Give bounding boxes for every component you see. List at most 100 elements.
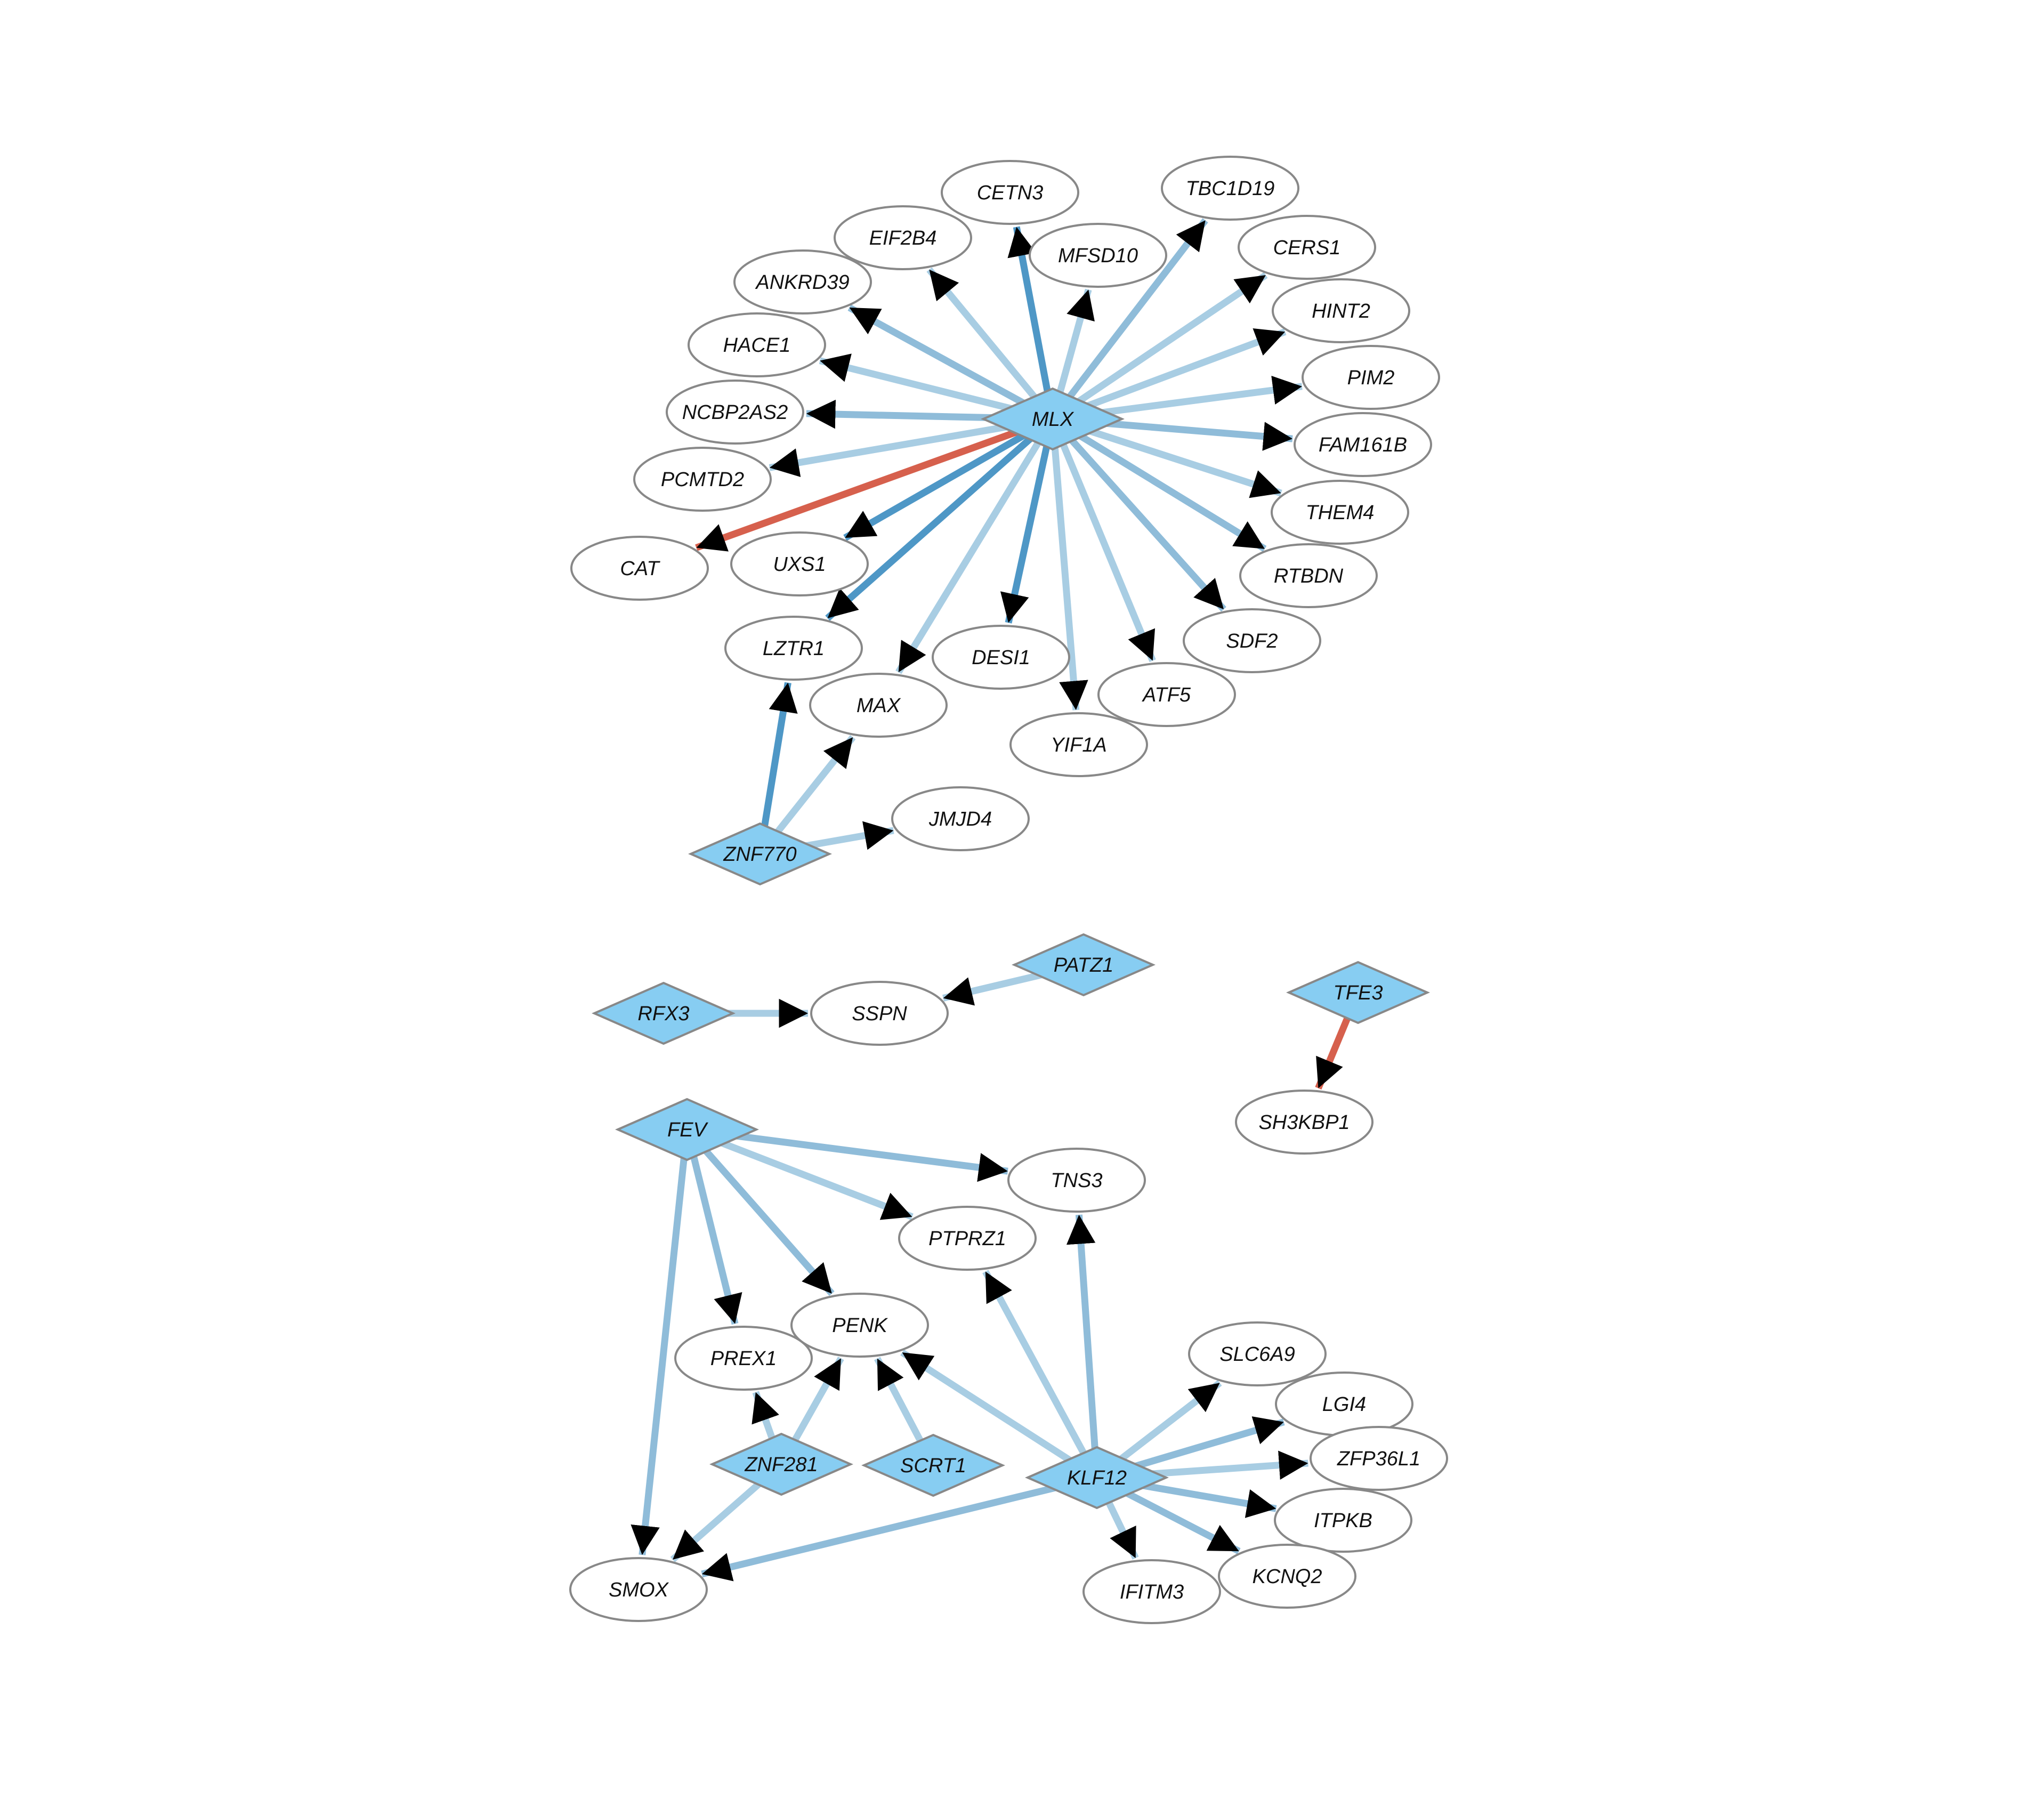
edge-mlx-to-fam161b <box>1084 418 1293 451</box>
target-node-sspn[interactable]: SSPN <box>810 981 949 1046</box>
target-node-slc6a9[interactable]: SLC6A9 <box>1188 1321 1327 1386</box>
target-ellipse-rtbdn <box>1239 543 1378 608</box>
node-label-rtbdn: RTBDN <box>1274 565 1344 587</box>
node-label-mfsd10: MFSD10 <box>1058 245 1138 267</box>
target-ellipse-zfp36l1 <box>1310 1426 1448 1491</box>
edge-klf12-to-lgi4 <box>1118 1416 1285 1474</box>
target-node-itpkb[interactable]: ITPKB <box>1274 1488 1412 1553</box>
node-layer: CETN3 TBC1D19 EIF2B4 MFSD10 CERS1 ANKRD39 HINT… <box>569 156 1448 1624</box>
tf-node-rfx3[interactable]: RFX3 <box>592 981 736 1045</box>
target-ellipse-atf5 <box>1097 662 1236 727</box>
tf-node-scrt1[interactable]: SCRT1 <box>861 1433 1005 1497</box>
target-node-ankrd39[interactable]: ANKRD39 <box>733 249 872 314</box>
target-node-kcnq2[interactable]: KCNQ2 <box>1218 1544 1356 1609</box>
node-label-ankrd39: ANKRD39 <box>755 271 849 294</box>
target-node-lztr1[interactable]: LZTR1 <box>724 616 863 681</box>
target-node-desi1[interactable]: DESI1 <box>932 625 1070 690</box>
target-node-sdf2[interactable]: SDF2 <box>1183 608 1321 673</box>
node-label-sspn: SSPN <box>852 1003 907 1025</box>
target-ellipse-itpkb <box>1274 1488 1412 1553</box>
target-node-eif2b4[interactable]: EIF2B4 <box>834 205 972 270</box>
edge-klf12-to-smox <box>701 1480 1073 1582</box>
target-node-jmjd4[interactable]: JMJD4 <box>891 786 1030 851</box>
target-ellipse-jmjd4 <box>891 786 1030 851</box>
node-label-smox: SMOX <box>609 1579 669 1601</box>
target-node-lgi4[interactable]: LGI4 <box>1275 1372 1413 1437</box>
target-node-prex1[interactable]: PREX1 <box>674 1326 813 1391</box>
edge-mlx-to-uxs1 <box>843 425 1038 541</box>
target-node-mfsd10[interactable]: MFSD10 <box>1029 223 1167 288</box>
edge-fev-to-smox <box>631 1145 689 1555</box>
target-node-ptprz1[interactable]: PTPRZ1 <box>898 1206 1037 1271</box>
target-node-ifitm3[interactable]: IFITM3 <box>1082 1559 1221 1624</box>
target-node-tbc1d19[interactable]: TBC1D19 <box>1161 156 1299 221</box>
target-node-penk[interactable]: PENK <box>790 1293 929 1358</box>
node-label-zfp36l1: ZFP36L1 <box>1337 1448 1420 1470</box>
edge-mlx-to-atf5 <box>1055 432 1156 662</box>
node-label-slc6a9: SLC6A9 <box>1219 1343 1295 1366</box>
target-node-fam161b[interactable]: FAM161B <box>1294 412 1432 477</box>
tf-node-tfe3[interactable]: TFE3 <box>1286 961 1430 1025</box>
target-node-ncbp2as2[interactable]: NCBP2AS2 <box>666 380 804 445</box>
target-node-cers1[interactable]: CERS1 <box>1238 215 1376 280</box>
target-ellipse-kcnq2 <box>1218 1544 1356 1609</box>
edge-mlx-to-hace1 <box>819 353 1030 416</box>
tf-node-mlx[interactable]: MLX <box>981 387 1125 451</box>
target-node-max[interactable]: MAX <box>809 673 948 738</box>
target-node-rtbdn[interactable]: RTBDN <box>1239 543 1378 608</box>
target-ellipse-smox <box>569 1557 708 1622</box>
edge-mlx-to-pim2 <box>1081 375 1303 419</box>
target-ellipse-mfsd10 <box>1029 223 1167 288</box>
tf-diamond-znf281 <box>709 1432 853 1496</box>
target-node-tns3[interactable]: TNS3 <box>1007 1148 1146 1213</box>
target-ellipse-lztr1 <box>724 616 863 681</box>
node-label-desi1: DESI1 <box>972 647 1030 669</box>
node-label-pcmtd2: PCMTD2 <box>661 469 744 491</box>
node-label-max: MAX <box>857 695 901 717</box>
target-node-yif1a[interactable]: YIF1A <box>1009 712 1148 777</box>
target-ellipse-ankrd39 <box>733 249 872 314</box>
target-node-pcmtd2[interactable]: PCMTD2 <box>633 447 772 512</box>
target-ellipse-uxs1 <box>730 531 869 596</box>
target-node-cat[interactable]: CAT <box>570 536 709 601</box>
node-label-hint2: HINT2 <box>1312 300 1370 322</box>
edge-mlx-to-tbc1d19 <box>1059 218 1208 409</box>
target-ellipse-tns3 <box>1007 1148 1146 1213</box>
edge-layer <box>631 218 1355 1582</box>
node-label-tbc1d19: TBC1D19 <box>1186 178 1275 200</box>
tf-diamond-patz1 <box>1012 933 1156 997</box>
target-ellipse-prex1 <box>674 1326 813 1391</box>
node-label-itpkb: ITPKB <box>1314 1510 1372 1532</box>
node-label-prex1: PREX1 <box>710 1348 777 1370</box>
edge-mlx-to-sdf2 <box>1061 429 1226 612</box>
target-node-uxs1[interactable]: UXS1 <box>730 531 869 596</box>
node-label-lgi4: LGI4 <box>1322 1393 1366 1416</box>
target-ellipse-penk <box>790 1293 929 1358</box>
target-node-cetn3[interactable]: CETN3 <box>941 160 1079 225</box>
target-node-pim2[interactable]: PIM2 <box>1302 345 1440 410</box>
target-node-hace1[interactable]: HACE1 <box>688 312 826 377</box>
target-node-zfp36l1[interactable]: ZFP36L1 <box>1310 1426 1448 1491</box>
node-label-eif2b4: EIF2B4 <box>869 227 937 249</box>
target-node-hint2[interactable]: HINT2 <box>1272 278 1410 343</box>
edge-klf12-to-penk <box>900 1349 1084 1471</box>
target-node-smox[interactable]: SMOX <box>569 1557 708 1622</box>
node-label-them4: THEM4 <box>1306 502 1375 524</box>
tf-diamond-znf770 <box>688 822 832 886</box>
tf-node-znf281[interactable]: ZNF281 <box>709 1432 853 1496</box>
tf-node-klf12[interactable]: KLF12 <box>1025 1446 1169 1510</box>
tf-node-fev[interactable]: FEV <box>615 1098 759 1161</box>
tf-node-patz1[interactable]: PATZ1 <box>1012 933 1156 997</box>
node-label-cat: CAT <box>620 558 660 580</box>
edge-klf12-to-zfp36l1 <box>1129 1450 1308 1480</box>
node-label-pim2: PIM2 <box>1347 367 1395 389</box>
target-node-them4[interactable]: THEM4 <box>1271 480 1409 545</box>
node-label-ifitm3: IFITM3 <box>1120 1581 1184 1603</box>
target-ellipse-slc6a9 <box>1188 1321 1327 1386</box>
tf-node-znf770[interactable]: ZNF770 <box>688 822 832 886</box>
target-ellipse-yif1a <box>1009 712 1148 777</box>
target-node-atf5[interactable]: ATF5 <box>1097 662 1236 727</box>
target-node-sh3kbp1[interactable]: SH3KBP1 <box>1235 1090 1374 1155</box>
target-ellipse-hace1 <box>688 312 826 377</box>
